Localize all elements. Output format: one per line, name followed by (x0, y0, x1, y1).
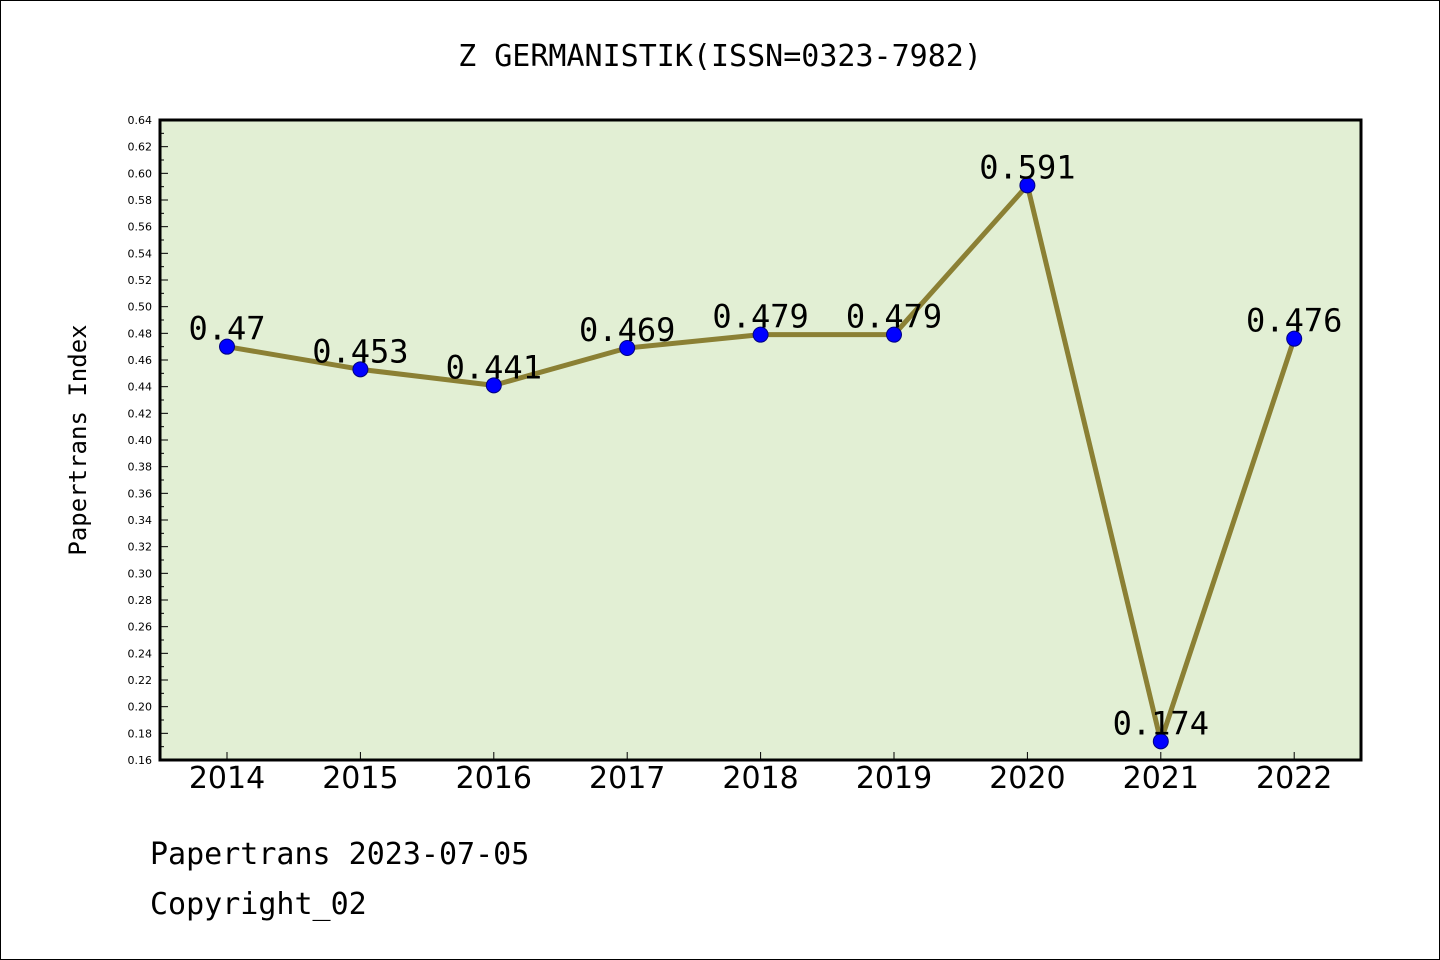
x-tick-label: 2019 (856, 761, 932, 796)
plot-area (158, 118, 1363, 762)
y-tick-label: 0.30 (128, 567, 153, 580)
x-tick-label: 2020 (989, 761, 1065, 796)
x-tick-label: 2017 (589, 761, 665, 796)
x-tick-label: 2022 (1256, 761, 1332, 796)
data-point-2017 (619, 340, 636, 356)
y-tick-label: 0.24 (128, 647, 153, 660)
y-axis-label: Papertrans Index (64, 324, 92, 555)
y-tick-label: 0.62 (128, 141, 153, 154)
y-tick-label: 0.34 (128, 514, 153, 527)
data-label-2016: 0.441 (446, 348, 542, 386)
data-point-2020 (1019, 177, 1036, 194)
footer-copyright: Copyright_02 (150, 887, 367, 922)
y-tick-label: 0.18 (128, 727, 153, 740)
y-tick-label: 0.16 (128, 754, 153, 767)
y-tick-label: 0.38 (128, 461, 153, 474)
y-tick-label: 0.20 (128, 701, 153, 714)
data-label-2015: 0.453 (312, 332, 408, 370)
data-point-2022 (1286, 330, 1303, 347)
y-tick-label: 0.46 (128, 354, 153, 367)
data-point-2015 (352, 361, 369, 378)
data-label-2017: 0.469 (579, 311, 675, 349)
y-tick-label: 0.22 (128, 674, 153, 687)
y-tick-label: 0.32 (128, 541, 153, 554)
y-tick-label: 0.26 (128, 621, 153, 634)
data-label-2020: 0.591 (979, 148, 1075, 186)
x-tick-label: 2016 (456, 761, 532, 796)
data-point-2016 (485, 377, 502, 394)
y-tick-label: 0.36 (128, 487, 153, 500)
data-point-2021 (1152, 733, 1169, 750)
y-tick-label: 0.42 (128, 407, 153, 420)
y-tick-label: 0.44 (128, 381, 153, 394)
y-tick-label: 0.48 (128, 327, 153, 340)
data-label-2014: 0.47 (188, 310, 265, 348)
y-tick-label: 0.56 (128, 221, 153, 234)
data-label-2018: 0.479 (712, 298, 808, 336)
data-label-2021: 0.174 (1113, 704, 1209, 742)
footer-date: Papertrans 2023-07-05 (150, 837, 529, 872)
x-tick-label: 2014 (189, 761, 265, 796)
x-axis: 2014 2015 2016 2017 2018 2019 2020 2021 2022 (189, 752, 1332, 796)
y-tick-label: 0.28 (128, 594, 153, 607)
y-tick-label: 0.54 (128, 247, 153, 260)
data-label-2022: 0.476 (1246, 302, 1342, 340)
data-point-2019 (886, 326, 902, 343)
y-axis: 0.16 0.18 0.20 0.22 0.24 0.26 0.28 0.30 0.32 0.34… (128, 114, 168, 767)
x-tick-label: 2021 (1123, 761, 1199, 796)
y-tick-label: 0.60 (128, 167, 153, 180)
data-point-2018 (752, 326, 769, 343)
data-label-2019: 0.479 (846, 298, 942, 336)
y-tick-label: 0.50 (128, 301, 153, 314)
chart-title: Z GERMANISTIK(ISSN=0323-7982) (458, 39, 982, 74)
x-tick-label: 2015 (322, 761, 398, 796)
y-tick-label: 0.58 (128, 194, 153, 207)
data-points (219, 177, 1303, 750)
y-tick-label: 0.64 (128, 114, 153, 127)
data-labels: 0.47 0.453 0.441 0.469 0.479 0.479 0.591 0.174 0… (188, 148, 1342, 742)
x-tick-label: 2018 (722, 761, 798, 796)
y-tick-label: 0.40 (128, 434, 153, 447)
data-point-2014 (219, 338, 235, 355)
y-tick-label: 0.52 (128, 274, 153, 287)
